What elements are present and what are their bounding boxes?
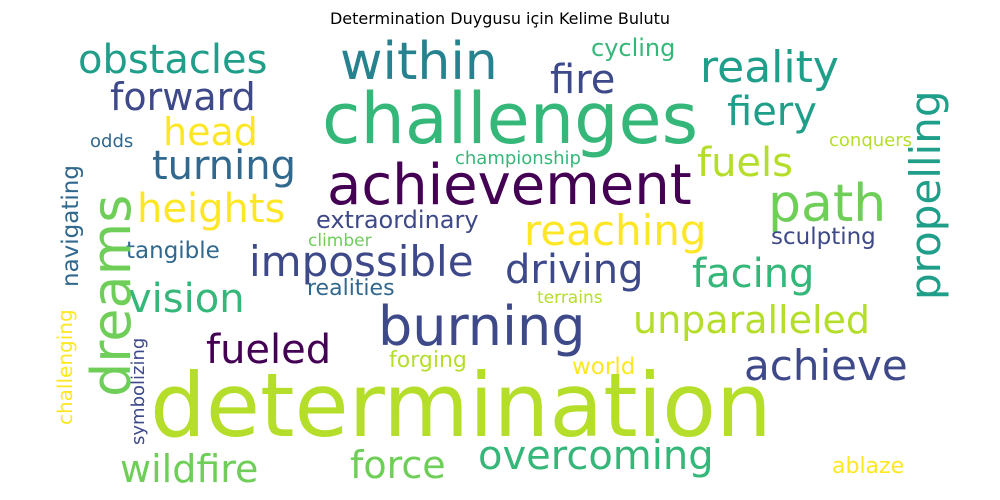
word-vision: vision: [128, 276, 245, 322]
word-achieve: achieve: [744, 341, 908, 390]
word-odds: odds: [90, 131, 134, 152]
word-burning: burning: [378, 295, 586, 358]
word-tangible: tangible: [126, 238, 220, 264]
word-path: path: [768, 174, 887, 234]
word-forward: forward: [110, 75, 256, 119]
word-terrains: terrains: [537, 288, 603, 308]
word-achievement: achievement: [327, 153, 692, 218]
word-propelling: propelling: [901, 90, 950, 301]
word-head: head: [163, 110, 258, 154]
word-facing: facing: [692, 251, 815, 297]
word-within: within: [340, 32, 498, 92]
word-fuels: fuels: [697, 140, 793, 186]
word-impossible: impossible: [249, 237, 474, 286]
word-wildfire: wildfire: [120, 447, 259, 491]
word-climber: climber: [308, 231, 372, 251]
word-realities: realities: [307, 276, 395, 301]
word-turning: turning: [152, 143, 296, 189]
word-reaching: reaching: [524, 206, 707, 255]
word-fire: fire: [550, 57, 616, 103]
word-forging: forging: [389, 348, 467, 373]
word-extraordinary: extraordinary: [316, 206, 479, 234]
word-heights: heights: [137, 186, 286, 232]
chart-title: Determination Duygusu için Kelime Bulutu: [329, 9, 671, 28]
word-unparalleled: unparalleled: [633, 298, 871, 342]
word-fueled: fueled: [206, 327, 332, 373]
word-challenging: challenging: [53, 309, 77, 425]
word-reality: reality: [700, 42, 839, 93]
word-symbolizing: symbolizing: [128, 337, 149, 445]
word-conquers: conquers: [829, 130, 913, 151]
word-challenges: challenges: [322, 78, 699, 160]
word-world: world: [572, 354, 636, 380]
word-cycling: cycling: [591, 34, 676, 62]
word-fiery: fiery: [727, 89, 817, 135]
word-championship: championship: [455, 148, 581, 169]
word-obstacles: obstacles: [78, 37, 268, 83]
word-force: force: [350, 443, 446, 487]
word-sculpting: sculpting: [771, 224, 876, 250]
word-driving: driving: [505, 247, 644, 293]
word-overcoming: overcoming: [478, 433, 714, 479]
word-ablaze: ablaze: [832, 454, 905, 479]
word-navigating: navigating: [58, 165, 84, 287]
word-determination: determination: [150, 354, 772, 457]
